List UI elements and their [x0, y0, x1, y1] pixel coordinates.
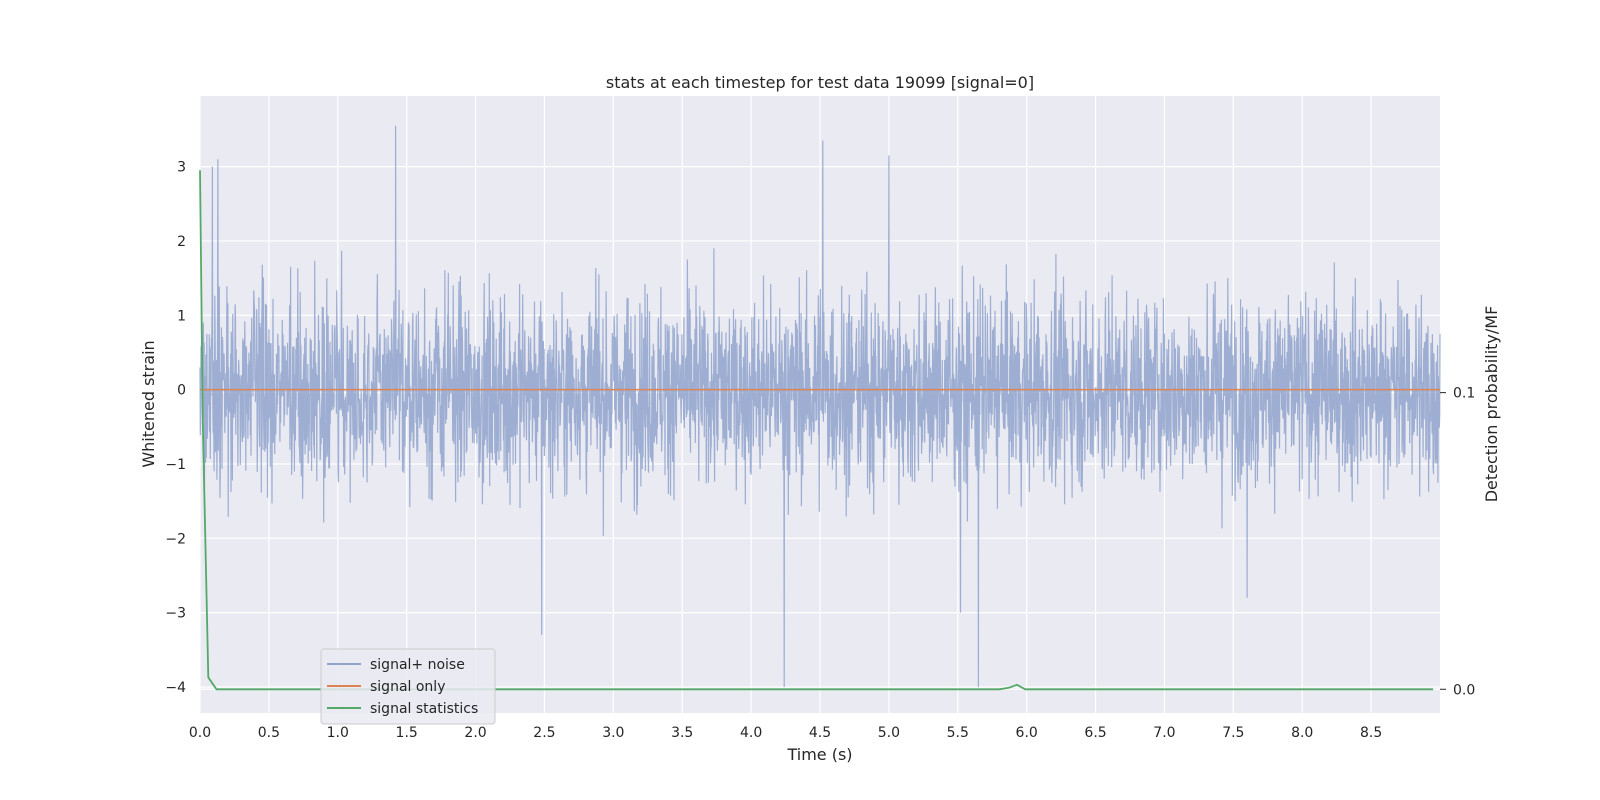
x-tick-label: 1.0: [327, 725, 349, 741]
y2-tick-label: 0.1: [1453, 386, 1475, 402]
y-tick-label: −2: [165, 531, 186, 547]
legend-label-signal-only: signal only: [370, 679, 445, 695]
y2-axis-label: Detection probability/MF: [1482, 306, 1501, 503]
x-axis-label: Time (s): [786, 745, 852, 764]
x-tick-label: 7.5: [1222, 725, 1244, 741]
y2-axis: 0.1 0.0: [1440, 386, 1475, 698]
x-tick-label: 4.0: [740, 725, 762, 741]
legend: signal+ noise signal only signal statist…: [320, 648, 496, 725]
x-tick-label: 4.5: [809, 725, 831, 741]
x-tick-label: 6.5: [1084, 725, 1106, 741]
y-axis: 3 2 1 0 −1 −2 −3 −4: [165, 160, 186, 696]
x-tick-label: 5.0: [878, 725, 900, 741]
x-tick-label: 6.0: [1016, 725, 1038, 741]
legend-label-signal-noise: signal+ noise: [370, 657, 465, 673]
x-tick-label: 0.5: [258, 725, 280, 741]
y-tick-label: −3: [165, 606, 186, 622]
x-tick-label: 8.0: [1291, 725, 1313, 741]
x-tick-label: 5.5: [947, 725, 969, 741]
x-tick-label: 2.0: [464, 725, 486, 741]
y-tick-label: 2: [177, 234, 186, 250]
chart-title: stats at each timestep for test data 190…: [606, 73, 1034, 92]
legend-box: [320, 648, 496, 725]
y-axis-label: Whitened strain: [139, 340, 158, 467]
signal-statistics-line: [199, 170, 1434, 691]
y-tick-label: 0: [177, 383, 186, 399]
signal-noise-line: [199, 125, 1441, 688]
legend-label-signal-statistics: signal statistics: [370, 701, 478, 717]
x-tick-label: 1.5: [396, 725, 418, 741]
x-tick-label: 2.5: [533, 725, 555, 741]
x-tick-label: 3.0: [602, 725, 624, 741]
y-tick-label: 1: [177, 308, 186, 324]
x-tick-label: 0.0: [189, 725, 211, 741]
x-tick-label: 8.5: [1360, 725, 1382, 741]
x-tick-label: 3.5: [671, 725, 693, 741]
signal-noise-series: [199, 125, 1441, 688]
y2-tick-label: 0.0: [1453, 682, 1475, 698]
x-axis: 0.0 0.5 1.0 1.5 2.0 2.5 3.0 3.5 4.0 4.5 5.0 5.5 6.0 6…: [189, 725, 1382, 741]
series-layer: [199, 170, 1440, 691]
y-tick-label: −4: [165, 680, 186, 696]
y-tick-label: 3: [177, 160, 186, 176]
y-tick-label: −1: [165, 457, 186, 473]
x-tick-label: 7.0: [1153, 725, 1175, 741]
